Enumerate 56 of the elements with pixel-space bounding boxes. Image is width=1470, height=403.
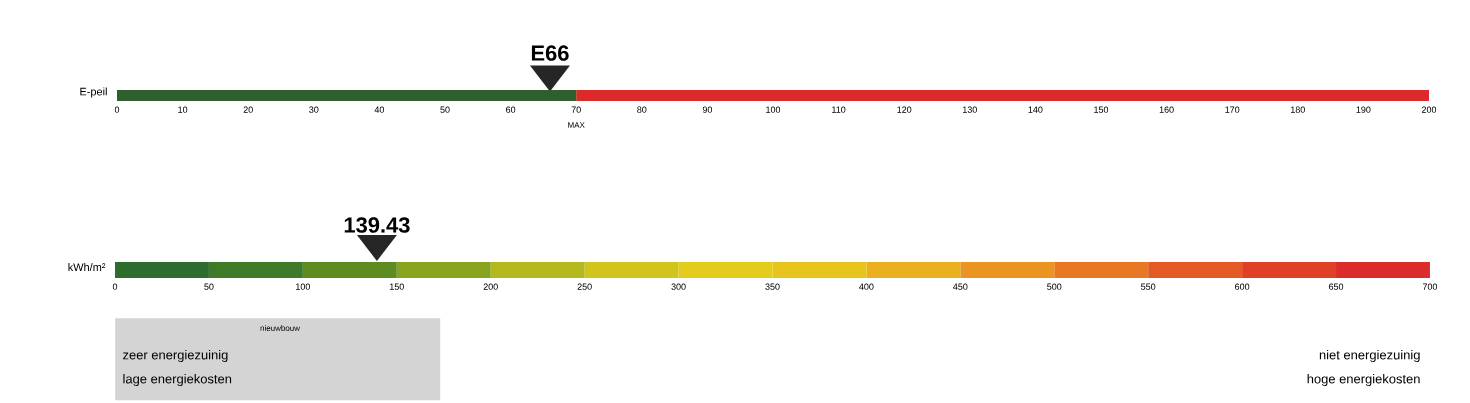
x-tick-label: 350 xyxy=(765,283,780,290)
text: hoge energiekosten xyxy=(1307,373,1420,387)
x-tick-label: 50 xyxy=(204,283,214,290)
bar xyxy=(302,262,397,278)
x-tick-label: 170 xyxy=(1225,106,1240,113)
text: niet energiezuinig xyxy=(1319,349,1420,363)
x-tick-label: 150 xyxy=(389,283,404,290)
x-tick-label: 70 xyxy=(571,106,581,113)
data-label: E66 xyxy=(531,45,569,61)
x-tick-label: 250 xyxy=(577,283,592,290)
x-tick-label: 0 xyxy=(114,106,120,113)
x-tick-label: 650 xyxy=(1329,283,1344,290)
x-tick-label: 200 xyxy=(1421,106,1437,113)
x-tick-label: 200 xyxy=(483,283,498,290)
x-tick-label: 80 xyxy=(637,106,647,113)
bar xyxy=(1242,262,1337,278)
bar xyxy=(115,262,209,278)
x-tick-label: 550 xyxy=(1141,283,1156,290)
x-tick-label: 50 xyxy=(440,106,450,113)
bar xyxy=(1054,262,1149,278)
x-tick-label: 110 xyxy=(832,106,846,113)
x-tick-label: 600 xyxy=(1235,283,1250,290)
x-tick-label: 30 xyxy=(309,106,319,113)
bar xyxy=(396,262,491,278)
text: lage energiekosten xyxy=(123,373,232,387)
y-tick-label: kWh/m² xyxy=(68,262,106,272)
x-tick-label: 0 xyxy=(112,283,118,290)
x-tick-label: 140 xyxy=(1028,106,1043,113)
x-tick-label: 60 xyxy=(506,106,516,113)
x-tick-label: 190 xyxy=(1356,106,1371,113)
text: zeer energiezuinig xyxy=(123,349,228,363)
x-tick-label: 10 xyxy=(178,106,188,113)
bar xyxy=(960,262,1055,278)
bar xyxy=(584,262,679,278)
bar xyxy=(866,262,961,278)
data-label: 139.43 xyxy=(344,217,410,233)
x-tick-label: 500 xyxy=(1047,283,1062,290)
bar xyxy=(1336,262,1430,278)
x-tick-label: 130 xyxy=(963,106,977,113)
y-tick-label: E-peil xyxy=(80,87,107,98)
x-tick-label: 450 xyxy=(953,283,968,290)
x-tick-label: 100 xyxy=(296,283,310,290)
x-tick-label: 300 xyxy=(671,283,686,290)
x-tick-label: 20 xyxy=(243,106,253,113)
x-tick-label: 400 xyxy=(859,283,874,290)
bar xyxy=(1148,262,1243,278)
x-tick-label: 160 xyxy=(1159,106,1174,113)
x-tick-label: 90 xyxy=(702,106,713,113)
x-tick-label: 700 xyxy=(1422,283,1438,290)
x-tick-label: 150 xyxy=(1094,106,1109,113)
bar xyxy=(208,262,303,278)
x-tick-label: 40 xyxy=(374,106,385,113)
x-tick-label: 120 xyxy=(897,106,912,113)
x-tick-label: 100 xyxy=(766,106,781,113)
x-tick-label: 180 xyxy=(1291,106,1305,113)
bar xyxy=(490,262,585,278)
